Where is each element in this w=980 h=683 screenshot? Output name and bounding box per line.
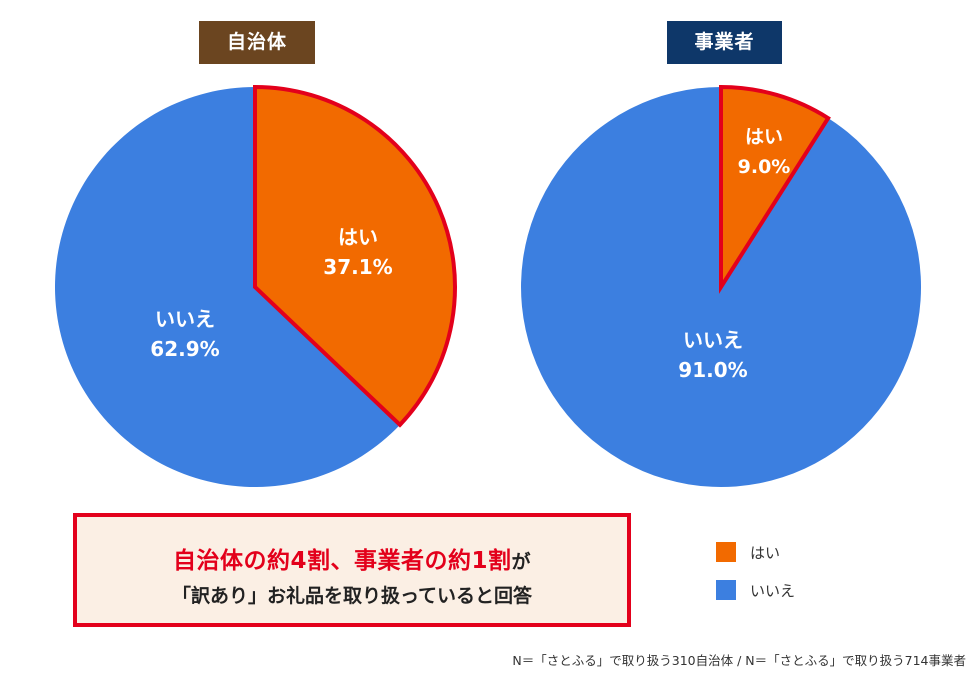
legend-label-yes: はい [750,543,781,562]
legend-swatch-no [716,580,736,600]
callout-headline-suffix: が [511,551,532,573]
slice-value-municipality-yes: 37.1% [323,255,392,279]
slice-value-business-yes: 9.0% [738,156,791,178]
footnote: N＝「さとふる」で取り扱う310自治体 / N＝「さとふる」で取り扱う714事業… [512,653,966,668]
slice-label-municipality-yes: はい [338,225,378,249]
pie-slice-municipality-no [54,87,400,488]
slice-value-municipality-no: 62.9% [150,337,219,361]
slice-value-business-no: 91.0% [678,358,747,382]
slice-label-business-yes: はい [745,126,783,148]
callout-subline: 「訳あり」お礼品を取り扱っていると回答 [171,585,533,607]
legend-label-no: いいえ [750,581,796,600]
slice-label-business-no: いいえ [683,328,743,352]
legend-item-yes: はい [716,542,780,562]
pie-slice-municipality-yes [253,84,457,428]
chart-title-business: 事業者 [667,21,782,64]
chart-title-municipality: 自治体 [199,21,315,64]
summary-callout: 自治体の約4割、事業者の約1割が 「訳あり」お礼品を取り扱っていると回答 [73,513,631,627]
pie-slice-business-yes [719,84,831,294]
callout-headline: 自治体の約4割、事業者の約1割 [172,548,512,574]
slice-label-municipality-no: いいえ [155,307,215,331]
legend-item-no: いいえ [716,580,795,600]
legend-swatch-yes [716,542,736,562]
